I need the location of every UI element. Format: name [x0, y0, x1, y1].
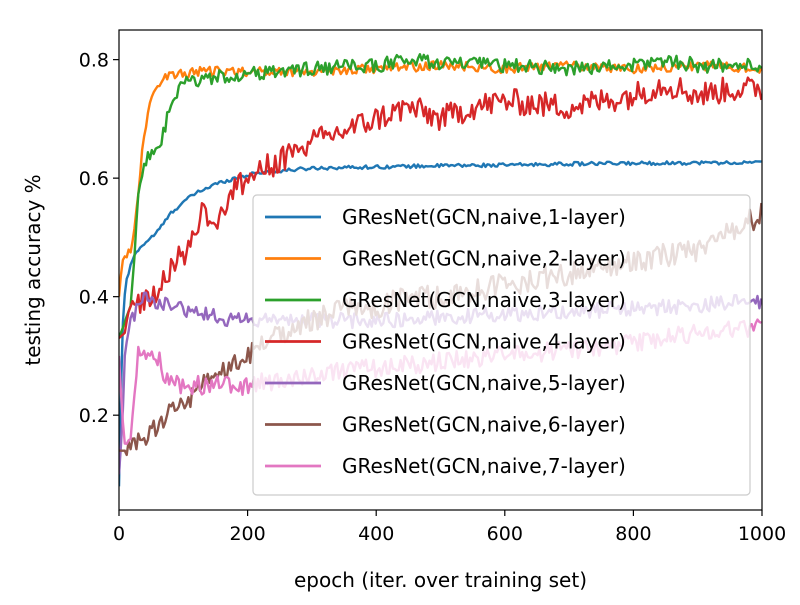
series-line-1 — [119, 160, 762, 487]
y-tick-label: 0.4 — [79, 287, 109, 309]
series-line-3 — [119, 53, 762, 339]
legend-label-5: GResNet(GCN,naive,5-layer) — [342, 371, 626, 395]
legend-box — [252, 194, 751, 496]
series-line-4 — [119, 76, 762, 339]
y-tick-label: 0.6 — [79, 168, 109, 190]
plot-frame — [118, 29, 763, 511]
axes-layer: 0 200 400 600 800 1000 0.2 0.4 0.6 0.8 — [79, 29, 786, 545]
y-tick-label: 0.2 — [79, 405, 109, 427]
x-axis-label: epoch (iter. over training set) — [294, 568, 587, 592]
legend-label-3: GResNet(GCN,naive,3-layer) — [342, 288, 626, 312]
x-tick-label: 400 — [358, 523, 394, 545]
legend: GResNet(GCN,naive,1-layer) GResNet(GCN,na… — [252, 194, 751, 496]
legend-label-7: GResNet(GCN,naive,7-layer) — [342, 454, 626, 478]
legend-label-1: GResNet(GCN,naive,1-layer) — [342, 205, 626, 229]
x-tick-label: 600 — [487, 523, 523, 545]
legend-label-2: GResNet(GCN,naive,2-layer) — [342, 247, 626, 271]
legend-label-4: GResNet(GCN,naive,4-layer) — [342, 330, 626, 354]
legend-label-6: GResNet(GCN,naive,6-layer) — [342, 413, 626, 437]
x-tick-label: 800 — [615, 523, 651, 545]
x-tick-label: 1000 — [738, 523, 786, 545]
y-tick-label: 0.8 — [79, 50, 109, 72]
x-tick-label: 0 — [113, 523, 125, 545]
x-tick-label: 200 — [229, 523, 265, 545]
y-axis-label: testing accuracy % — [21, 174, 45, 365]
series-line-2 — [119, 60, 762, 297]
